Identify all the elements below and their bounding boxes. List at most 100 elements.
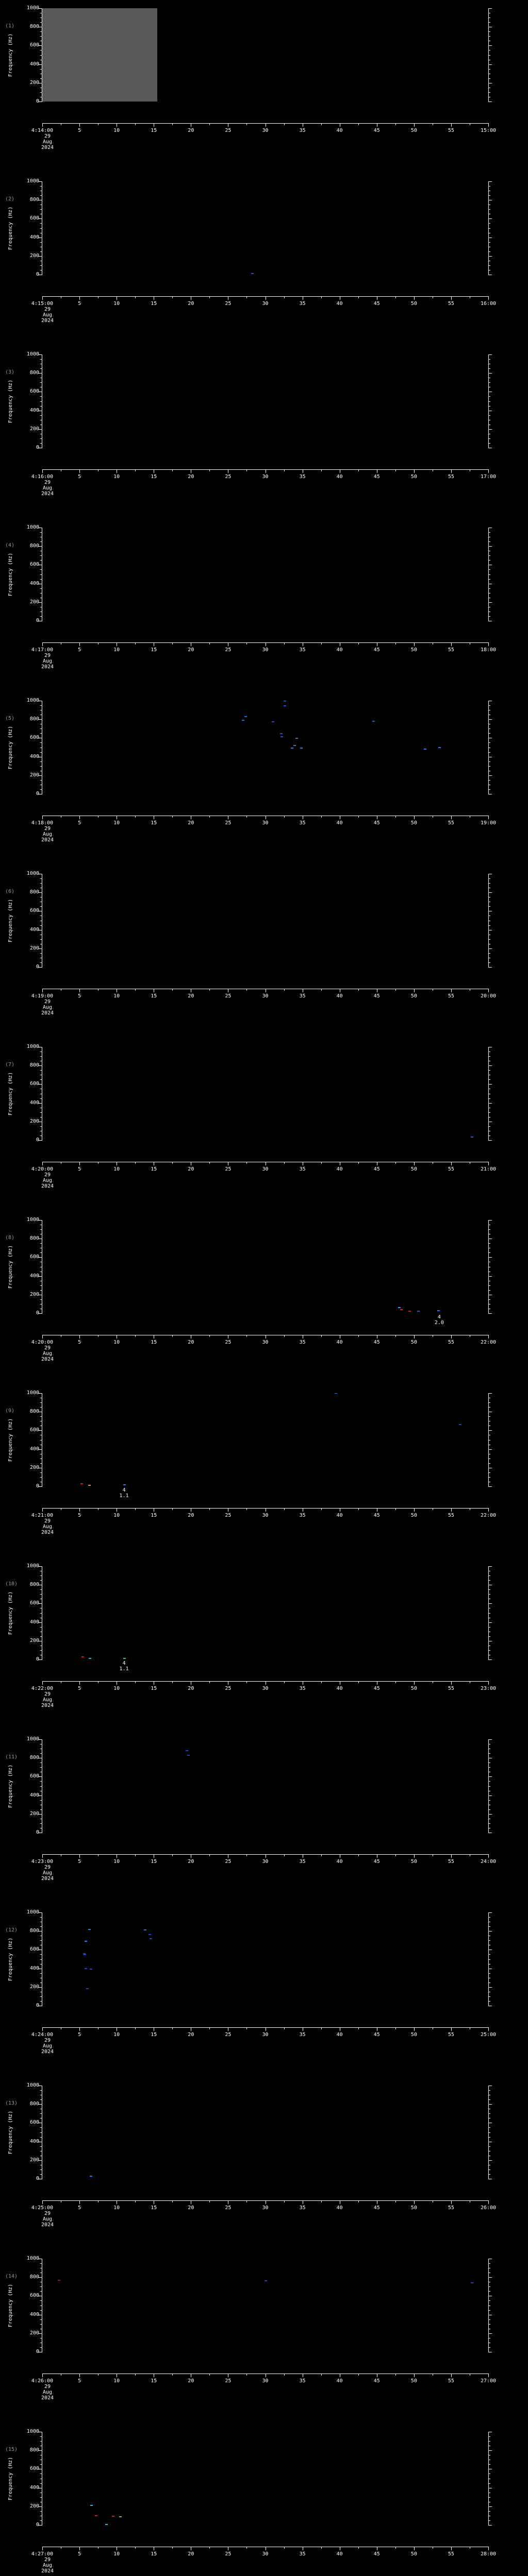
x-tick-minor bbox=[135, 2547, 136, 2549]
x-tick-minor bbox=[172, 123, 173, 125]
y-tick-label: 1000 bbox=[26, 1563, 39, 1569]
x-tick-minor bbox=[209, 1854, 210, 1856]
plot-area[interactable] bbox=[42, 8, 488, 101]
y-tick-minor-right bbox=[488, 2347, 490, 2348]
axis-date-line: 2024 bbox=[41, 1357, 54, 1362]
spectrogram-data-point bbox=[123, 1484, 126, 1485]
y-tick-minor-right bbox=[488, 2099, 490, 2100]
y-axis-title-text: Frequency (Hz) bbox=[8, 725, 14, 769]
plot-area[interactable] bbox=[42, 2432, 488, 2525]
x-tick-label: 4:22:00 bbox=[31, 1686, 54, 1691]
plot-area[interactable] bbox=[42, 1220, 488, 1313]
x-tick-label: 50 bbox=[410, 2551, 417, 2557]
x-tick-minor bbox=[172, 469, 173, 471]
x-tick-minor bbox=[246, 2027, 248, 2029]
y-tick-minor bbox=[40, 2113, 42, 2114]
plot-area[interactable] bbox=[42, 1393, 488, 1486]
plot-area[interactable] bbox=[42, 2259, 488, 2352]
y-tick-minor-right bbox=[488, 2174, 490, 2175]
y-tick-minor bbox=[40, 2090, 42, 2091]
y-tick-minor-right bbox=[488, 1299, 490, 1300]
plot-area[interactable] bbox=[42, 1566, 488, 1659]
x-tick-label: 30 bbox=[262, 1340, 269, 1345]
y-tick-minor bbox=[40, 532, 42, 533]
y-tick-minor bbox=[40, 401, 42, 402]
x-tick-label: 40 bbox=[336, 1340, 343, 1345]
x-tick-label: 20 bbox=[188, 647, 194, 653]
axis-date-label: 29 Aug 2024 bbox=[41, 1518, 54, 1535]
x-tick-major bbox=[488, 1508, 489, 1512]
y-tick-major-right bbox=[488, 602, 492, 603]
y-tick-minor bbox=[40, 953, 42, 954]
y-tick-minor-right bbox=[488, 1781, 490, 1782]
y-tick-minor-right bbox=[488, 560, 490, 561]
x-tick-minor bbox=[358, 1335, 359, 1337]
y-tick-label: 200 bbox=[29, 599, 39, 605]
x-tick-label: 4:18:00 bbox=[31, 820, 54, 826]
plot-area[interactable] bbox=[42, 2086, 488, 2179]
y-tick-minor-right bbox=[488, 1112, 490, 1113]
x-tick-major bbox=[414, 816, 415, 819]
x-tick-major bbox=[451, 1854, 452, 1858]
x-tick-minor bbox=[135, 2200, 136, 2202]
y-axis-title: Frequency (Hz) bbox=[7, 8, 14, 101]
y-tick-minor bbox=[40, 1112, 42, 1113]
x-tick-label: 25 bbox=[225, 820, 232, 826]
y-axis-title: Frequency (Hz) bbox=[7, 181, 14, 275]
plot-area[interactable] bbox=[42, 874, 488, 967]
x-tick-label: 50 bbox=[410, 128, 417, 133]
plot-area[interactable] bbox=[42, 1739, 488, 1833]
axis-date-line: Aug bbox=[42, 2216, 53, 2222]
axis-date-line: Aug bbox=[42, 1351, 53, 1357]
x-tick-label: 15 bbox=[151, 1513, 157, 1518]
x-tick-label: 4:19:00 bbox=[31, 993, 54, 999]
y-tick-label: 1000 bbox=[26, 1390, 39, 1396]
x-tick-label: 22:00 bbox=[480, 1340, 497, 1345]
plot-area[interactable] bbox=[42, 181, 488, 275]
x-tick-major bbox=[414, 2547, 415, 2550]
x-tick-minor bbox=[284, 1162, 285, 1164]
y-tick-minor bbox=[40, 1472, 42, 1473]
x-tick-minor bbox=[246, 1508, 248, 1510]
plot-area[interactable] bbox=[42, 354, 488, 448]
x-tick-label: 4:27:00 bbox=[31, 2551, 54, 2557]
x-tick-minor bbox=[284, 1681, 285, 1683]
x-tick-minor bbox=[284, 1335, 285, 1337]
x-tick-label: 15 bbox=[151, 1686, 157, 1691]
x-tick-label: 25 bbox=[225, 2551, 232, 2557]
y-tick-minor bbox=[40, 1982, 42, 1983]
x-tick-label: 45 bbox=[373, 1513, 380, 1518]
y-tick-label: 400 bbox=[29, 2311, 39, 2317]
y-tick-label: 800 bbox=[29, 2101, 39, 2107]
plot-area[interactable] bbox=[42, 1912, 488, 2006]
x-tick-label: 5 bbox=[78, 1686, 81, 1691]
y-tick-minor bbox=[40, 705, 42, 706]
y-tick-major bbox=[39, 1795, 42, 1796]
x-tick-minor bbox=[395, 469, 396, 471]
x-tick-label: 25 bbox=[225, 1686, 232, 1691]
y-tick-major bbox=[39, 546, 42, 547]
y-tick-minor bbox=[40, 733, 42, 734]
x-tick-label: 10 bbox=[113, 2551, 120, 2557]
plot-area[interactable] bbox=[42, 1047, 488, 1140]
x-tick-minor bbox=[321, 1681, 322, 1683]
y-tick-minor bbox=[40, 1613, 42, 1614]
panel-index-label: (11) bbox=[5, 1754, 18, 1760]
axis-date-line: 29 bbox=[44, 307, 51, 312]
plot-area[interactable] bbox=[42, 701, 488, 794]
x-tick-label: 45 bbox=[373, 2205, 380, 2211]
y-tick-minor-right bbox=[488, 742, 490, 743]
spectrogram-panel: (15) Frequency (Hz) 0 200 400 600 800 1000 4:27:… bbox=[0, 2429, 528, 2576]
x-tick-minor bbox=[321, 1162, 322, 1164]
x-axis bbox=[42, 123, 489, 127]
data-gap-region bbox=[42, 8, 158, 101]
plot-area[interactable] bbox=[42, 528, 488, 621]
y-tick-minor bbox=[40, 1800, 42, 1801]
axis-date-line: Aug bbox=[42, 139, 53, 145]
axis-date-label: 29 Aug 2024 bbox=[41, 999, 54, 1016]
x-tick-major bbox=[488, 123, 489, 127]
x-tick-minor bbox=[135, 1335, 136, 1337]
x-tick-minor bbox=[358, 816, 359, 818]
y-tick-major-right bbox=[488, 948, 492, 949]
x-tick-minor bbox=[321, 296, 322, 298]
